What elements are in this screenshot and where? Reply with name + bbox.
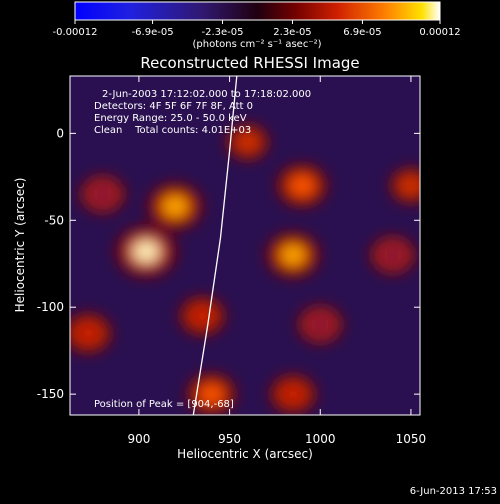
annotation-energy-range: Energy Range: 25.0 - 50.0 keV	[94, 113, 247, 124]
emission-source	[383, 246, 403, 264]
footer-date: 6-Jun-2013 17:53	[410, 486, 497, 497]
emission-source	[133, 240, 160, 263]
x-tick-label: 900	[127, 432, 150, 446]
x-axis-label: Heliocentric X (arcsec)	[177, 447, 313, 461]
colorbar-gradient	[75, 2, 440, 20]
emission-source	[310, 316, 330, 333]
emission-source	[77, 324, 99, 343]
emission-source	[233, 129, 263, 155]
plot-area: 900 950 1000 1050 0 -50 -100 -150 2-Jun-2003 17…	[37, 75, 427, 446]
annotation-time-range: 2-Jun-2003 17:12:02.000 to 17:18:02.000	[102, 89, 311, 100]
y-tick-label: -150	[37, 387, 64, 401]
emission-source	[396, 173, 420, 198]
colorbar-tick-label: -2.3e-05	[202, 27, 244, 38]
colorbar-tick-label: 0.00012	[419, 27, 460, 38]
colorbar-tick-label: 6.9e-05	[343, 27, 381, 38]
emission-source	[163, 196, 187, 217]
x-tick-label: 950	[218, 432, 241, 446]
y-tick-label: 0	[56, 126, 64, 140]
emission-source	[192, 307, 213, 325]
x-tick-label: 1000	[305, 432, 336, 446]
emission-source	[291, 176, 314, 195]
emission-source	[281, 245, 305, 265]
emission-source	[92, 185, 113, 203]
colorbar: -0.00012 -6.9e-05 -2.3e-05 2.3e-05 6.9e-05 0.…	[53, 1, 461, 50]
colorbar-tick-label: 2.3e-05	[273, 27, 311, 38]
chart-title: Reconstructed RHESSI Image	[140, 54, 359, 72]
y-tick-label: -100	[37, 300, 64, 314]
annotation-detectors: Detectors: 4F 5F 6F 7F 8F, Att 0	[94, 101, 253, 112]
emission-source	[200, 385, 223, 404]
x-tick-label: 1050	[396, 432, 427, 446]
colorbar-tick-label: -6.9e-05	[132, 27, 174, 38]
y-axis-label: Heliocentric Y (arcsec)	[13, 178, 27, 313]
annotation-clean-counts: Clean Total counts: 4.01E+03	[94, 125, 251, 136]
colorbar-tick-label: -0.00012	[53, 27, 98, 38]
colorbar-unit-label: (photons cm⁻² s⁻¹ asec⁻²)	[192, 39, 321, 50]
emission-source	[283, 385, 304, 403]
annotation-peak-position: Position of Peak = [904,-68]	[94, 399, 234, 410]
solar-limb-curve	[192, 76, 238, 415]
y-tick-label: -50	[44, 213, 64, 227]
